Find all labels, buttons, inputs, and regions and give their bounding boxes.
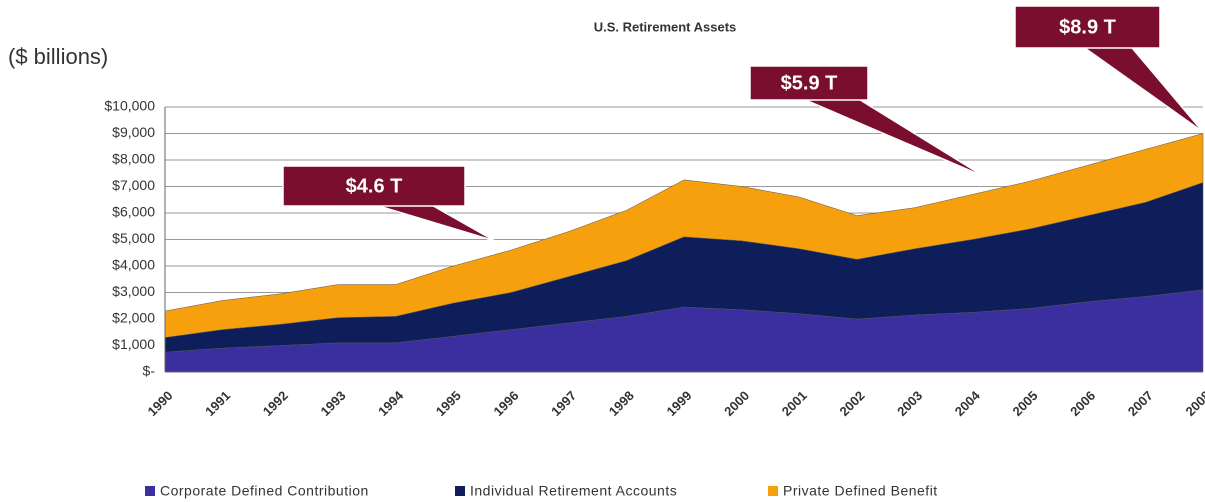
y-tick-label: $5,000: [112, 230, 155, 246]
x-tick-label: 2004: [952, 387, 984, 419]
x-tick-label: 1990: [144, 388, 175, 419]
y-tick-label: $3,000: [112, 283, 155, 299]
legend-label: Private Defined Benefit: [783, 483, 938, 499]
area: [164, 133, 1204, 338]
y-tick-label: $2,000: [112, 310, 155, 326]
x-tick-label: 2003: [894, 388, 925, 419]
legend-swatch: [145, 486, 155, 496]
y-tick-label: $4,000: [112, 257, 155, 273]
x-tick-label: 2001: [779, 388, 810, 419]
x-tick-label: 1992: [260, 388, 291, 419]
legend-swatch: [768, 486, 778, 496]
y-tick-label: $1,000: [112, 336, 155, 352]
x-tick-label: 2008: [1182, 388, 1205, 419]
callout-box: [282, 165, 466, 207]
x-tick-label: 1995: [433, 388, 464, 419]
x-tick-label: 1991: [202, 388, 233, 419]
legend-label: Corporate Defined Contribution: [160, 483, 369, 499]
y-tick-label: $10,000: [104, 98, 155, 114]
callout-arrow: [1080, 35, 1204, 133]
x-tick-label: 2006: [1067, 388, 1098, 419]
y-tick-label: $-: [143, 363, 156, 379]
callout-label: $5.9 T: [781, 72, 838, 94]
x-tick-label: 1999: [663, 388, 694, 419]
legend-label: Individual Retirement Accounts: [470, 483, 677, 499]
y-tick-label: $9,000: [112, 124, 155, 140]
x-tick-label: 2005: [1009, 388, 1040, 419]
x-tick-label: 1997: [548, 388, 579, 419]
y-axis-label: ($ billions): [8, 44, 108, 69]
x-tick-label: 2007: [1125, 388, 1156, 419]
callout-box: [749, 65, 869, 101]
chart-title: U.S. Retirement Assets: [594, 19, 737, 34]
y-tick-label: $8,000: [112, 151, 155, 167]
callout-label: $8.9 T: [1059, 16, 1116, 38]
y-tick-label: $6,000: [112, 204, 155, 220]
x-tick-label: 1994: [375, 387, 407, 419]
callout-arrow: [798, 87, 986, 178]
x-tick-label: 1993: [317, 388, 348, 419]
y-tick-label: $7,000: [112, 177, 155, 193]
legend-swatch: [455, 486, 465, 496]
x-tick-label: 2000: [721, 388, 752, 419]
callout-box: [1014, 5, 1161, 49]
x-tick-label: 2002: [836, 388, 867, 419]
x-tick-label: 1998: [606, 388, 637, 419]
callout-label: $4.6 T: [346, 175, 403, 197]
x-tick-label: 1996: [490, 388, 521, 419]
